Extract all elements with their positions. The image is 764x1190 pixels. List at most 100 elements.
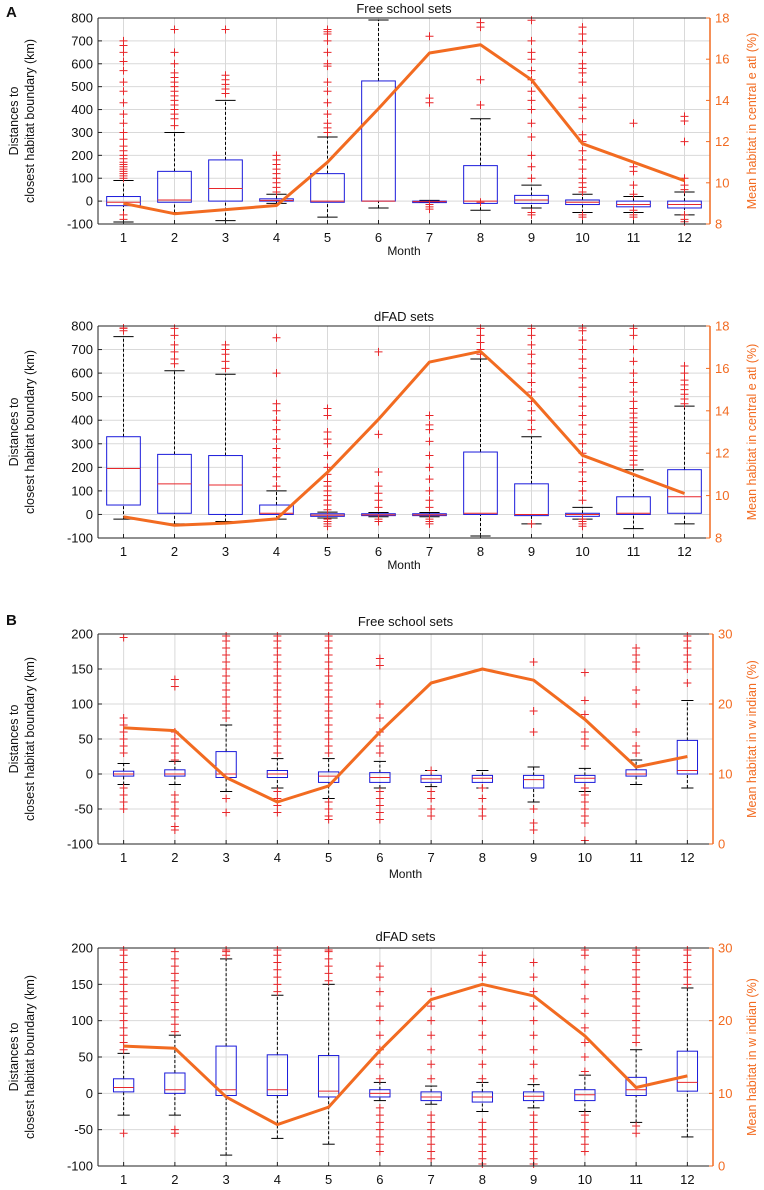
outliers [119,324,689,531]
y-axis-label-line1: Distances to [7,398,21,467]
box-iqr [514,194,549,204]
outlier-marker [324,742,333,750]
outlier-marker [680,137,689,146]
outlier-marker [119,1031,128,1040]
x-tick-label: 6 [375,230,382,245]
y-tick-label: 0 [86,767,93,782]
outlier-marker [119,798,128,806]
outlier-marker [580,1111,589,1120]
box-month-3 [208,99,243,222]
outlier-marker [427,787,436,796]
outlier-marker [119,78,128,87]
outlier-marker [170,742,179,750]
outlier-marker [323,404,332,413]
outlier-marker [119,805,128,813]
outlier-marker [323,435,332,444]
outlier-marker [629,331,638,340]
outlier-marker [375,1002,384,1011]
outlier-marker [527,105,536,114]
panel-label-a: A [6,4,17,21]
y-tick-label: 50 [79,732,93,747]
outlier-marker [375,1074,384,1083]
y2-axis-label: Mean habitat in central e atl (%) [745,33,759,209]
outlier-marker [529,658,538,666]
outlier-marker [375,1132,384,1141]
y2-tick-label: 20 [718,697,732,712]
outlier-marker [170,331,179,340]
outlier-marker [529,1147,538,1156]
outlier-marker [580,1053,589,1061]
outlier-marker [170,947,179,956]
outlier-marker [580,1118,589,1127]
box-iqr [164,1072,186,1094]
outlier-marker [632,1016,641,1025]
outlier-marker [272,151,281,160]
grid [98,947,713,1167]
x-tick-label: 5 [325,1172,332,1187]
outlier-marker [478,1031,487,1040]
outlier-marker [578,354,587,363]
y2-tick-label: 14 [715,403,729,418]
outlier-marker [578,486,587,495]
outlier-marker [222,651,231,659]
outlier-marker [222,665,231,673]
outlier-marker [119,1009,128,1018]
outlier-marker [478,1002,487,1011]
outlier-marker [425,32,434,41]
outlier-marker [632,749,641,757]
outlier-marker [222,632,231,640]
outlier-marker [170,954,179,963]
y2-tick-label: 0 [718,837,725,852]
outlier-marker [324,714,333,722]
outlier-marker [529,1031,538,1040]
outlier-marker [632,973,641,982]
outlier-marker [272,444,281,453]
outlier-marker [632,946,641,954]
outlier-marker [529,1045,538,1054]
x-tick-label: 5 [325,850,332,865]
outlier-marker [323,428,332,436]
outlier-marker [375,1140,384,1149]
outlier-marker [324,707,333,715]
outlier-marker [374,503,383,512]
outlier-marker [580,710,589,719]
y2-tick-label: 0 [718,1159,725,1174]
outlier-marker [375,1111,384,1120]
y-axis-label-line2: closest habitat boundary (km) [23,39,37,203]
box-month-9 [522,766,545,803]
outlier-marker [478,1045,487,1054]
box-iqr [310,173,345,203]
outlier-marker [629,369,638,378]
outlier-marker [375,1103,384,1112]
outlier-marker [580,1067,589,1076]
outlier-marker [427,1060,436,1069]
outlier-marker [323,463,332,472]
outlier-marker [580,1038,589,1047]
outlier-marker [580,812,589,820]
outlier-marker [273,700,282,708]
panel-label-b: B [6,612,17,629]
outlier-marker [580,696,589,705]
box-month-1 [106,336,141,520]
outlier-marker [683,637,692,645]
outlier-marker [273,693,282,701]
outlier-marker [324,728,333,736]
outlier-marker [527,133,536,142]
outlier-marker [324,644,333,652]
outlier-marker [119,119,128,128]
outlier-marker [578,392,587,401]
outlier-marker [476,331,485,340]
outlier-marker [273,672,282,680]
outlier-marker [527,378,536,387]
outlier-marker [324,658,333,666]
y2-tick-label: 18 [715,319,729,334]
outlier-marker [425,486,434,495]
outlier-marker [273,632,282,640]
outlier-marker [375,661,384,670]
outlier-marker [427,794,436,803]
outlier-marker [119,128,128,137]
box-month-4 [266,994,289,1139]
outlier-marker [375,1016,384,1025]
outlier-marker [119,946,128,954]
outlier-marker [425,411,434,420]
